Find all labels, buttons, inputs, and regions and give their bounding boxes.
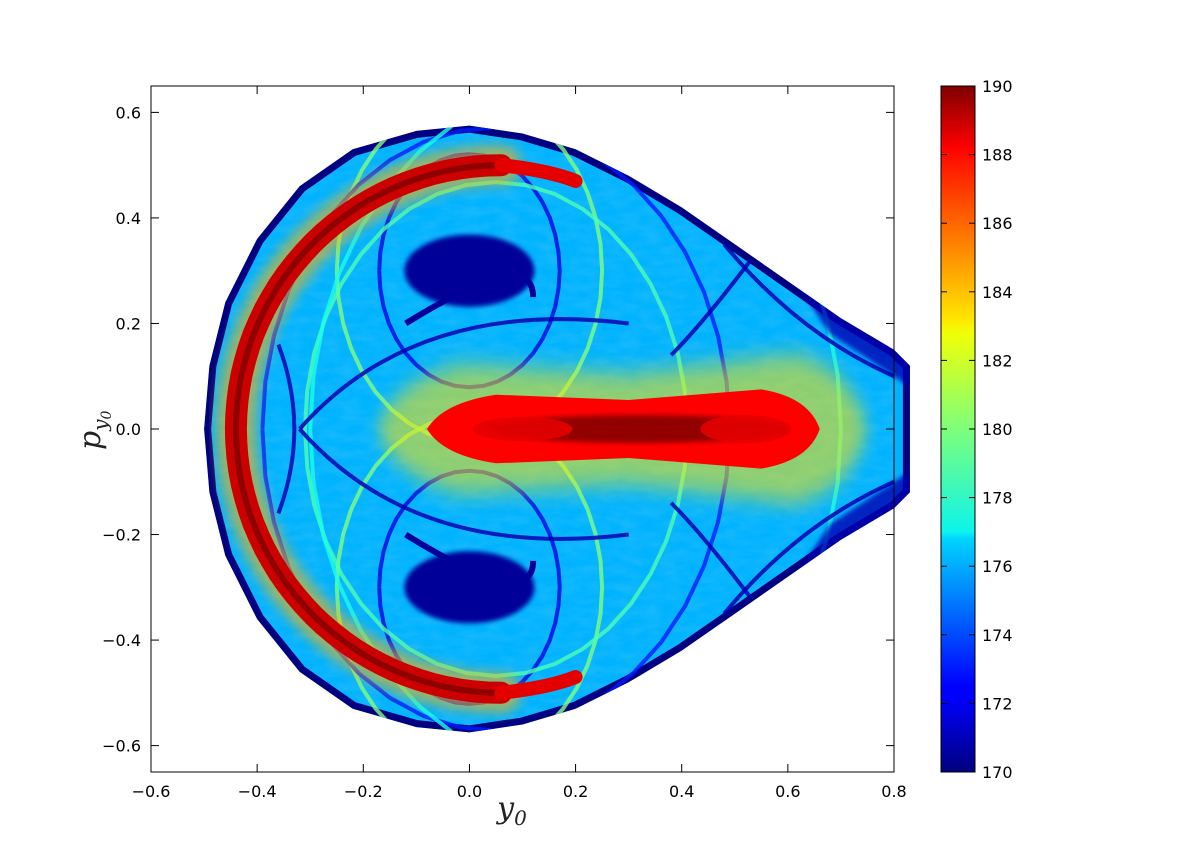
sea-filament xyxy=(669,501,753,600)
island-tail xyxy=(404,531,537,585)
x-tick-label: 0.6 xyxy=(775,782,800,801)
region-crescent-core xyxy=(232,162,505,696)
y-tick-label: −0.2 xyxy=(102,526,141,545)
x-axis-label-sub: 0 xyxy=(514,806,527,830)
colorbar-tick-label: 176 xyxy=(982,557,1013,576)
colorbar-tick-label: 190 xyxy=(982,77,1013,96)
y-tick-label: −0.4 xyxy=(102,631,141,650)
y-tick-label: 0.6 xyxy=(116,103,141,122)
x-tick-label: −0.2 xyxy=(344,782,383,801)
heatmap xyxy=(204,125,910,733)
colorbar-tick-label: 172 xyxy=(982,694,1013,713)
sea-filament xyxy=(276,343,297,515)
core-lobe-right xyxy=(700,415,791,443)
island-tail xyxy=(404,273,537,327)
x-tick-label: 0.8 xyxy=(881,782,906,801)
x-tick-label: 0.0 xyxy=(457,782,482,801)
plot-area: −0.6 −0.4 −0.2 0.0 0.2 0.4 0.6 0.8 −0.6 −0.4 −0.2… xyxy=(102,85,910,801)
sea-filament xyxy=(298,317,629,431)
y-axis-label-subsub: 0 xyxy=(99,410,115,419)
colorbar: 170 172 174 176 178 180 182 184 186 188 190 xyxy=(940,77,1013,782)
x-tick-label: −0.6 xyxy=(132,782,171,801)
y-tick-label: 0.2 xyxy=(116,314,141,333)
region-island-upper xyxy=(404,234,535,307)
sea-filament xyxy=(669,258,753,357)
colorbar-ticks: 170 172 174 176 178 180 182 184 186 188 190 xyxy=(941,77,1013,782)
sea-filament xyxy=(722,479,895,615)
crescent-tip-lower xyxy=(494,670,583,700)
x-tick-label: −0.4 xyxy=(238,782,277,801)
y-axis-ticks: −0.6 −0.4 −0.2 0.0 0.2 0.4 0.6 xyxy=(102,103,894,756)
x-tick-label: 0.4 xyxy=(669,782,694,801)
x-tick-label: 0.2 xyxy=(563,782,588,801)
region-island-lower xyxy=(404,551,535,624)
crescent-tip-upper xyxy=(494,158,583,188)
y-tick-label: 0.4 xyxy=(116,209,141,228)
colorbar-tick-label: 182 xyxy=(982,351,1013,370)
colorbar-tick-label: 178 xyxy=(982,489,1013,508)
colorbar-tick-label: 184 xyxy=(982,283,1013,302)
core-lobe-left xyxy=(472,417,573,441)
y-tick-label: −0.6 xyxy=(102,737,141,756)
colorbar-tick-label: 174 xyxy=(982,626,1013,645)
y-axis-label-main: p xyxy=(73,431,108,450)
colorbar-tick-label: 186 xyxy=(982,214,1013,233)
y-axis-label-sub: y xyxy=(88,419,112,432)
x-axis-ticks: −0.6 −0.4 −0.2 0.0 0.2 0.4 0.6 0.8 xyxy=(132,86,907,801)
x-axis-label-main: y xyxy=(495,791,515,826)
colorbar-tick-label: 188 xyxy=(982,146,1013,165)
y-axis-label: py0 xyxy=(73,410,115,450)
colorbar-tick-label: 180 xyxy=(982,420,1013,439)
y-tick-label: 0.0 xyxy=(116,420,141,439)
sea-filament xyxy=(722,243,895,379)
x-axis-label: y0 xyxy=(495,791,527,830)
colorbar-tick-label: 170 xyxy=(982,763,1013,782)
sea-filament xyxy=(298,427,629,541)
